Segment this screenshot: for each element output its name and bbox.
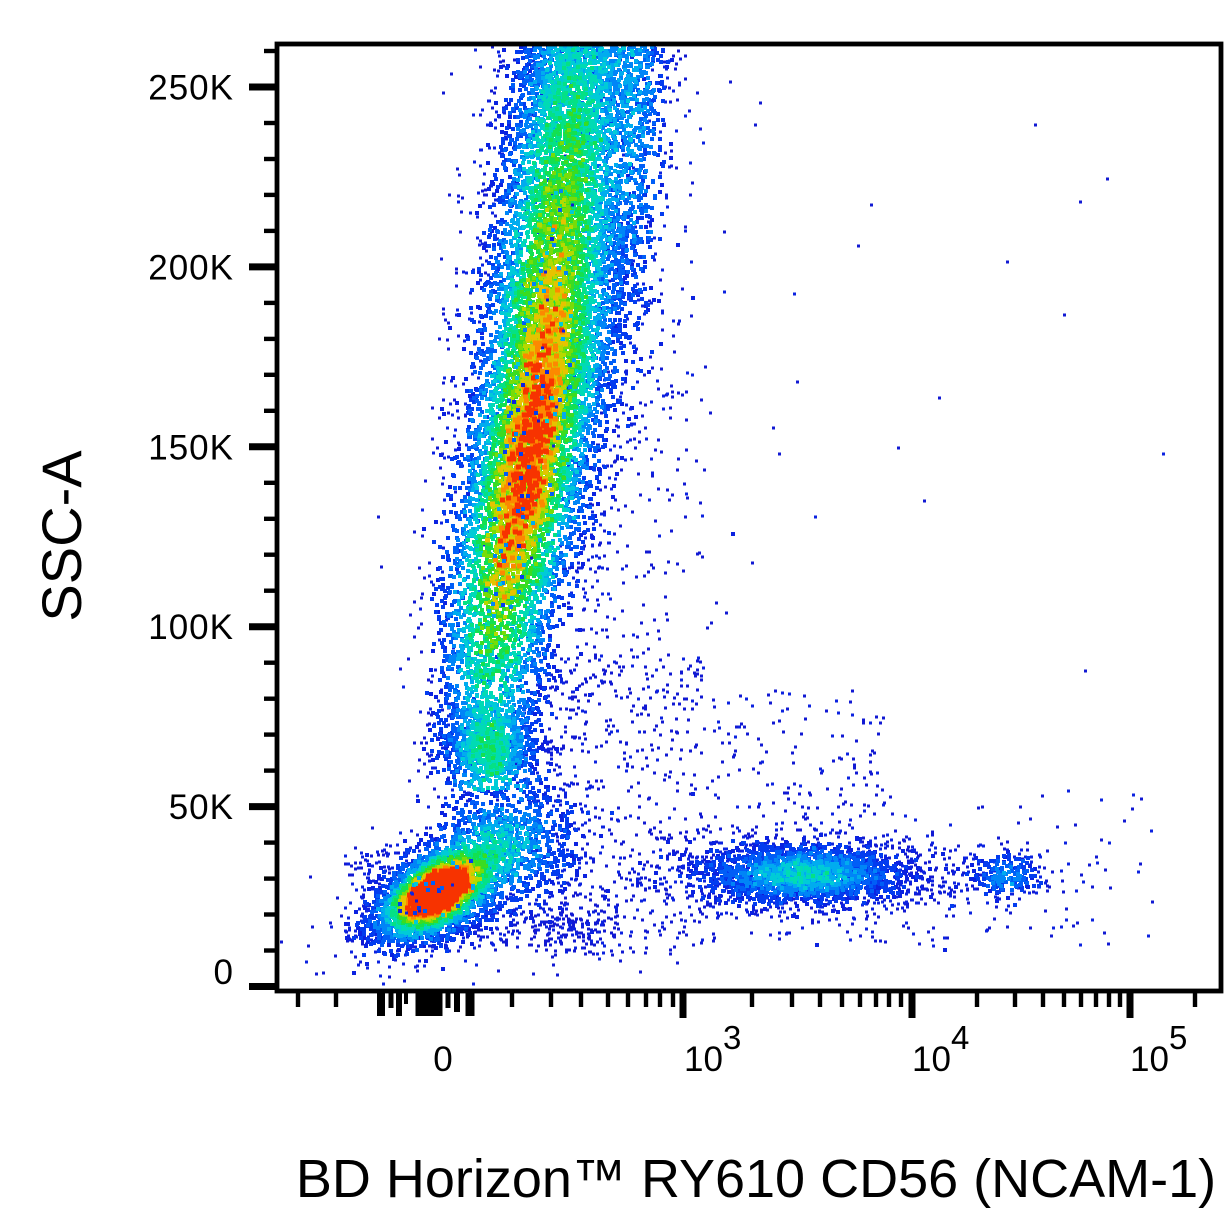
- svg-text:100K: 100K: [148, 608, 234, 647]
- svg-text:50K: 50K: [169, 788, 234, 827]
- svg-text:200K: 200K: [148, 248, 234, 287]
- svg-text:0: 0: [214, 953, 234, 992]
- svg-text:BD Horizon™ RY610 CD56 (NCAM-1: BD Horizon™ RY610 CD56 (NCAM-1): [296, 1149, 1216, 1209]
- svg-text:150K: 150K: [148, 428, 234, 467]
- svg-text:250K: 250K: [148, 69, 234, 108]
- svg-text:SSC-A: SSC-A: [30, 450, 93, 622]
- svg-text:0: 0: [433, 1040, 452, 1079]
